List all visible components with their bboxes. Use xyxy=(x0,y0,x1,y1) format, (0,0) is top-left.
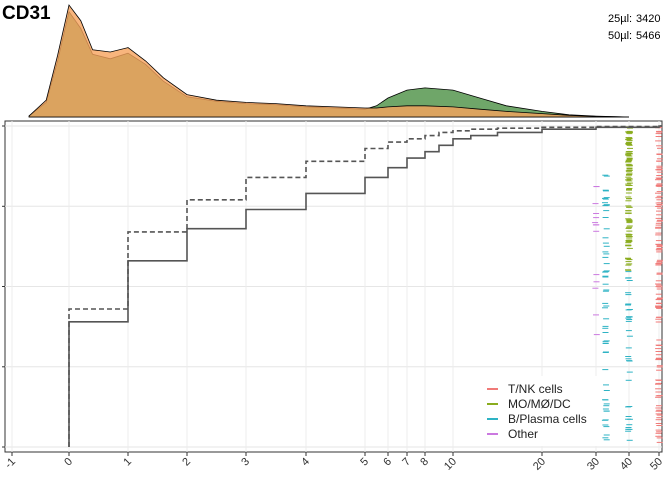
sample-count-value-50: 5466 xyxy=(636,30,660,42)
chart-title: CD31 xyxy=(2,3,51,24)
sample-count-label-25: 25µl: xyxy=(608,13,632,25)
density-panel: CD31 25µl: 3420 50µl: 5466 xyxy=(2,3,660,118)
legend: T/NK cells MO/MØ/DC B/Plasma cells Other xyxy=(480,376,600,446)
legend-label-t-nk: T/NK cells xyxy=(508,382,563,396)
sample-count-label-50: 50µl: xyxy=(608,30,632,42)
legend-label-other: Other xyxy=(508,427,538,441)
ecdf-panel: T/NK cells MO/MØ/DC B/Plasma cells Other xyxy=(2,120,663,453)
x-tick-label-1: 0 xyxy=(62,456,75,469)
legend-background xyxy=(480,376,600,446)
x-axis: -1 0 1 2 3 4 5 6 7 8 10 20 30 40 50 xyxy=(3,452,665,473)
sample-count-value-25: 3420 xyxy=(636,13,660,25)
x-tick-label-0: -1 xyxy=(3,456,18,471)
x-tick-label-13: 40 xyxy=(618,456,635,473)
x-tick-label-4: 3 xyxy=(239,456,252,469)
ecdf-line-25ul xyxy=(68,125,662,447)
legend-label-mo-mo-dc: MO/MØ/DC xyxy=(508,397,571,411)
x-tick-label-11: 20 xyxy=(531,456,548,473)
x-tick-label-12: 30 xyxy=(585,456,602,473)
x-tick-label-10: 10 xyxy=(442,456,459,473)
density-area-25ul xyxy=(28,4,630,118)
x-tick-label-2: 1 xyxy=(121,456,134,469)
x-tick-label-3: 2 xyxy=(180,456,193,469)
legend-label-b-plasma: B/Plasma cells xyxy=(508,412,587,426)
x-tick-label-14: 50 xyxy=(648,456,665,473)
x-tick-label-8: 7 xyxy=(400,456,413,469)
x-tick-label-7: 6 xyxy=(381,456,394,469)
ecdf-line-50ul xyxy=(68,125,662,447)
x-tick-label-6: 5 xyxy=(358,456,371,469)
x-tick-label-9: 8 xyxy=(418,456,431,469)
x-tick-label-5: 4 xyxy=(299,456,312,469)
